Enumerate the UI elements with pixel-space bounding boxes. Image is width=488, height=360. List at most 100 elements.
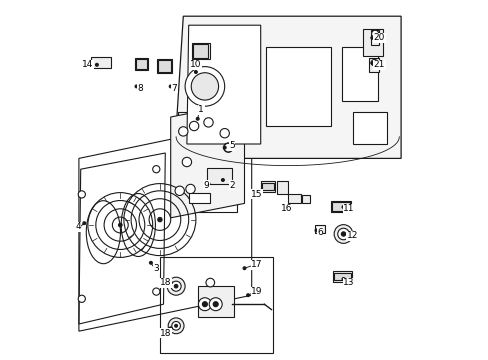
Circle shape bbox=[95, 63, 98, 66]
Text: 20: 20 bbox=[373, 33, 385, 42]
Bar bbox=[314, 225, 325, 233]
Circle shape bbox=[342, 206, 344, 208]
Text: 10: 10 bbox=[190, 60, 201, 69]
Circle shape bbox=[370, 36, 373, 39]
Circle shape bbox=[169, 327, 172, 330]
Circle shape bbox=[191, 73, 218, 100]
Circle shape bbox=[213, 302, 218, 307]
Text: 21: 21 bbox=[373, 60, 385, 69]
Text: 13: 13 bbox=[343, 278, 354, 287]
Circle shape bbox=[135, 85, 138, 88]
Circle shape bbox=[370, 59, 377, 66]
Circle shape bbox=[158, 217, 162, 222]
Circle shape bbox=[221, 179, 224, 181]
Bar bbox=[265, 47, 330, 126]
Circle shape bbox=[169, 85, 172, 88]
Text: 5: 5 bbox=[228, 141, 234, 150]
Bar bbox=[260, 181, 275, 192]
Bar bbox=[287, 194, 301, 203]
Circle shape bbox=[196, 117, 199, 120]
Circle shape bbox=[370, 62, 373, 64]
Text: 16: 16 bbox=[281, 204, 292, 213]
Bar bbox=[197, 286, 233, 317]
Bar bbox=[91, 57, 111, 68]
Bar bbox=[341, 47, 377, 101]
Circle shape bbox=[209, 298, 222, 311]
Bar bbox=[134, 58, 148, 70]
Bar bbox=[206, 168, 231, 184]
Circle shape bbox=[171, 321, 180, 330]
Circle shape bbox=[371, 30, 378, 37]
Circle shape bbox=[223, 146, 225, 149]
Circle shape bbox=[167, 277, 185, 295]
Text: 11: 11 bbox=[343, 204, 354, 213]
Circle shape bbox=[205, 278, 214, 287]
Bar bbox=[370, 30, 378, 45]
Circle shape bbox=[178, 127, 187, 136]
Bar bbox=[157, 59, 172, 73]
Circle shape bbox=[202, 302, 207, 307]
Bar bbox=[331, 202, 349, 211]
Bar bbox=[333, 273, 351, 280]
Circle shape bbox=[259, 189, 262, 192]
Circle shape bbox=[345, 233, 348, 235]
Circle shape bbox=[171, 281, 181, 291]
Bar bbox=[192, 43, 209, 59]
Circle shape bbox=[203, 118, 213, 127]
Bar bbox=[136, 59, 147, 69]
Text: 14: 14 bbox=[82, 60, 93, 69]
Bar bbox=[178, 112, 237, 212]
Polygon shape bbox=[170, 103, 244, 218]
Bar bbox=[276, 181, 287, 194]
Circle shape bbox=[149, 261, 152, 264]
Text: 8: 8 bbox=[137, 84, 142, 93]
Circle shape bbox=[220, 129, 229, 138]
Circle shape bbox=[314, 229, 317, 232]
Bar bbox=[368, 58, 379, 72]
Text: 17: 17 bbox=[251, 260, 263, 269]
Circle shape bbox=[82, 222, 85, 225]
Bar bbox=[158, 60, 171, 72]
Circle shape bbox=[246, 294, 249, 297]
Circle shape bbox=[174, 324, 177, 327]
Circle shape bbox=[341, 232, 345, 236]
Circle shape bbox=[337, 228, 348, 240]
Circle shape bbox=[168, 318, 183, 334]
Bar bbox=[301, 195, 310, 203]
Circle shape bbox=[198, 298, 211, 311]
Bar bbox=[160, 257, 273, 353]
Circle shape bbox=[189, 121, 199, 131]
Text: 19: 19 bbox=[251, 287, 263, 296]
Text: 2: 2 bbox=[228, 181, 234, 190]
Polygon shape bbox=[174, 16, 400, 158]
Text: 1: 1 bbox=[198, 105, 204, 114]
Circle shape bbox=[78, 295, 85, 302]
Circle shape bbox=[152, 288, 160, 295]
Circle shape bbox=[287, 204, 290, 207]
Circle shape bbox=[169, 281, 172, 284]
Bar bbox=[332, 271, 352, 282]
Circle shape bbox=[342, 278, 344, 280]
Bar bbox=[261, 183, 273, 190]
Circle shape bbox=[185, 67, 224, 106]
Circle shape bbox=[78, 191, 85, 198]
Circle shape bbox=[118, 223, 122, 227]
Text: 9: 9 bbox=[203, 181, 209, 190]
Text: 6: 6 bbox=[317, 228, 322, 237]
Circle shape bbox=[333, 225, 352, 243]
Circle shape bbox=[182, 157, 191, 167]
Circle shape bbox=[174, 284, 178, 288]
Bar bbox=[352, 112, 386, 144]
Bar bbox=[193, 44, 208, 58]
Circle shape bbox=[152, 166, 160, 173]
Text: 12: 12 bbox=[346, 231, 357, 240]
Circle shape bbox=[175, 186, 184, 195]
Circle shape bbox=[206, 182, 209, 185]
Text: 7: 7 bbox=[171, 84, 177, 93]
Text: 4: 4 bbox=[75, 222, 81, 231]
Text: 3: 3 bbox=[153, 264, 159, 273]
Text: 18: 18 bbox=[159, 278, 171, 287]
Circle shape bbox=[194, 71, 197, 73]
Polygon shape bbox=[186, 25, 260, 144]
Circle shape bbox=[223, 143, 232, 152]
